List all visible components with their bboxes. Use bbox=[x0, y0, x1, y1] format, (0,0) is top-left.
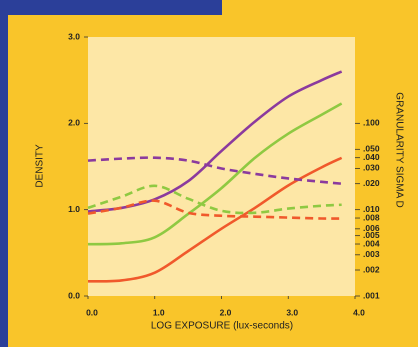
y2-tick-label: .002 bbox=[363, 264, 380, 274]
y2-tick-label: .040 bbox=[363, 152, 380, 162]
granularity-line bbox=[87, 184, 342, 215]
granularity-line bbox=[87, 199, 342, 220]
y-tick-label: 1.0 bbox=[68, 204, 80, 214]
y-tick-label: 0.0 bbox=[68, 290, 80, 300]
blue-band bbox=[0, 0, 8, 347]
y2-tick-label: .050 bbox=[363, 144, 380, 154]
y2-tick-label: .006 bbox=[363, 223, 380, 233]
y2-tick-label: .005 bbox=[363, 230, 380, 240]
y2-tick-label: .030 bbox=[363, 163, 380, 173]
granularity-line bbox=[87, 156, 342, 185]
x-axis-title: LOG EXPOSURE (lux-seconds) bbox=[151, 321, 293, 332]
y2-tick-label: .001 bbox=[363, 290, 380, 300]
y2-tick-label: .008 bbox=[363, 212, 380, 222]
y2-tick-label: .003 bbox=[363, 249, 380, 259]
x-tick-label: 1.0 bbox=[153, 307, 165, 317]
plot-area bbox=[88, 37, 355, 296]
y-axis-title: DENSITY bbox=[35, 144, 46, 188]
y2-tick-label: .100 bbox=[363, 118, 380, 128]
density-line bbox=[87, 156, 343, 283]
y2-tick-label: .010 bbox=[363, 204, 380, 214]
x-tick-label: 4.0 bbox=[353, 307, 365, 317]
x-tick-label: 2.0 bbox=[220, 307, 232, 317]
y2-tick-label: .020 bbox=[363, 178, 380, 188]
y-tick-label: 3.0 bbox=[68, 31, 80, 41]
x-tick-label: 0.0 bbox=[86, 307, 98, 317]
y-tick-label: 2.0 bbox=[68, 118, 80, 128]
x-tick-label: 3.0 bbox=[286, 307, 298, 317]
y2-tick-label: .004 bbox=[363, 238, 380, 248]
blue-band bbox=[0, 0, 222, 15]
y2-axis-title: GRANULARITY SIGMA D bbox=[393, 92, 404, 207]
density-line bbox=[87, 102, 343, 246]
